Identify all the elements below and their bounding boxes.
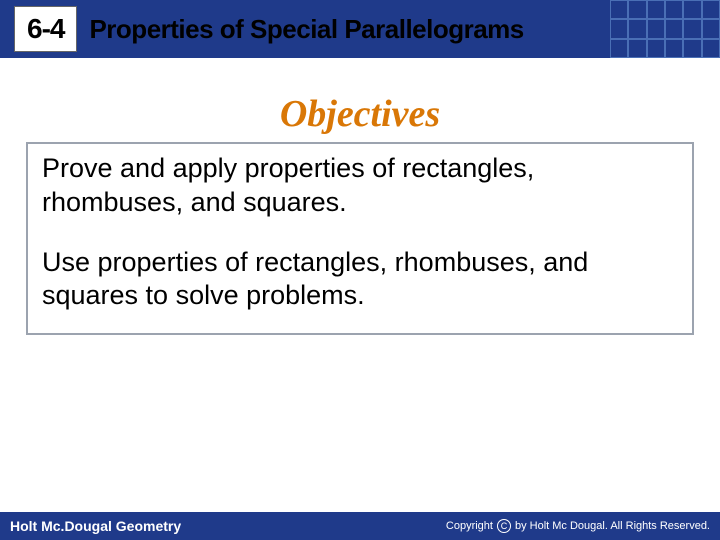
header-bar: 6-4 Properties of Special Parallelograms <box>0 0 720 58</box>
copyright-icon: C <box>497 519 511 533</box>
objectives-box: Prove and apply properties of rectangles… <box>26 142 694 335</box>
objective-item: Prove and apply properties of rectangles… <box>42 152 678 220</box>
objective-item: Use properties of rectangles, rhombuses,… <box>42 246 678 314</box>
footer-bar: Holt Mc.Dougal Geometry Copyright C by H… <box>0 512 720 540</box>
lesson-number-badge: 6-4 <box>14 6 77 52</box>
footer-book-title: Holt Mc.Dougal Geometry <box>10 518 181 534</box>
lesson-title: Properties of Special Parallelograms <box>89 14 523 45</box>
header-grid-decoration <box>610 0 720 58</box>
objectives-heading: Objectives <box>0 92 720 136</box>
copyright-label: Copyright <box>446 520 493 532</box>
copyright-text: by Holt Mc Dougal. All Rights Reserved. <box>515 520 710 532</box>
footer-copyright: Copyright C by Holt Mc Dougal. All Right… <box>446 519 710 533</box>
